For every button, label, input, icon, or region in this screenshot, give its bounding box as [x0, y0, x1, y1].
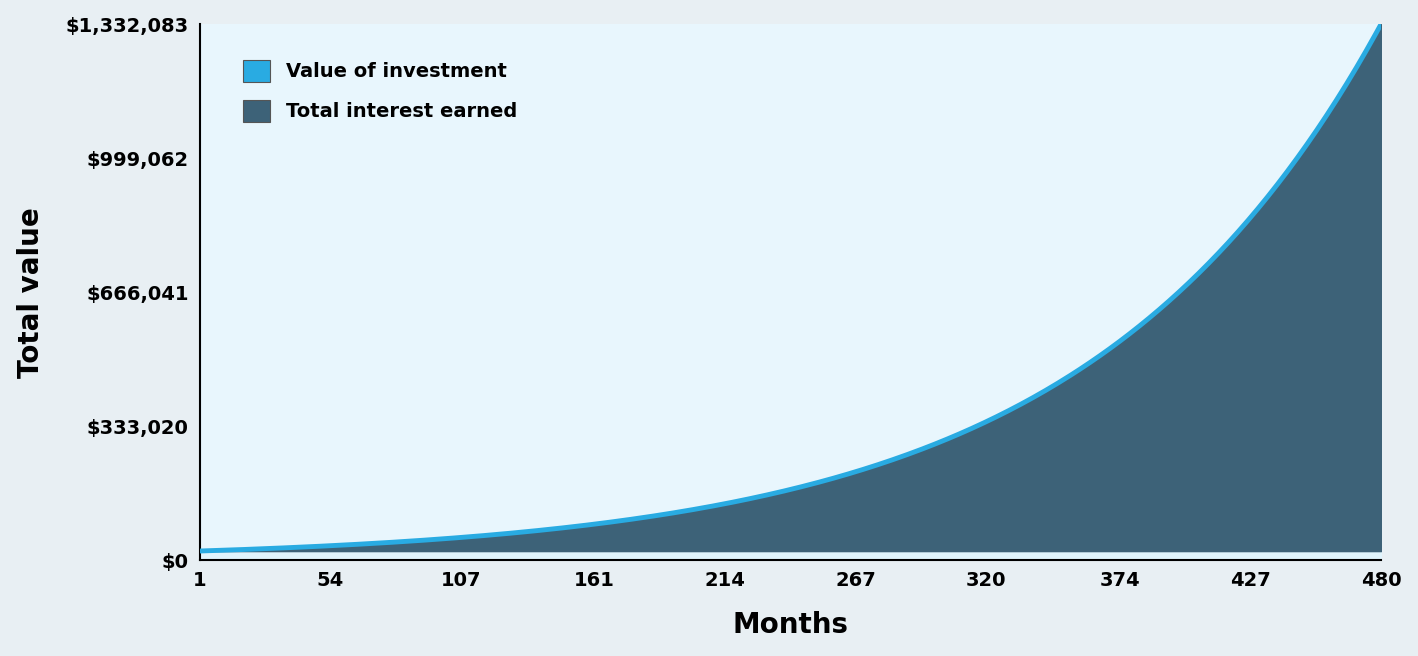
X-axis label: Months: Months: [732, 611, 848, 640]
Legend: Value of investment, Total interest earned: Value of investment, Total interest earn…: [233, 50, 526, 132]
Y-axis label: Total value: Total value: [17, 207, 44, 378]
